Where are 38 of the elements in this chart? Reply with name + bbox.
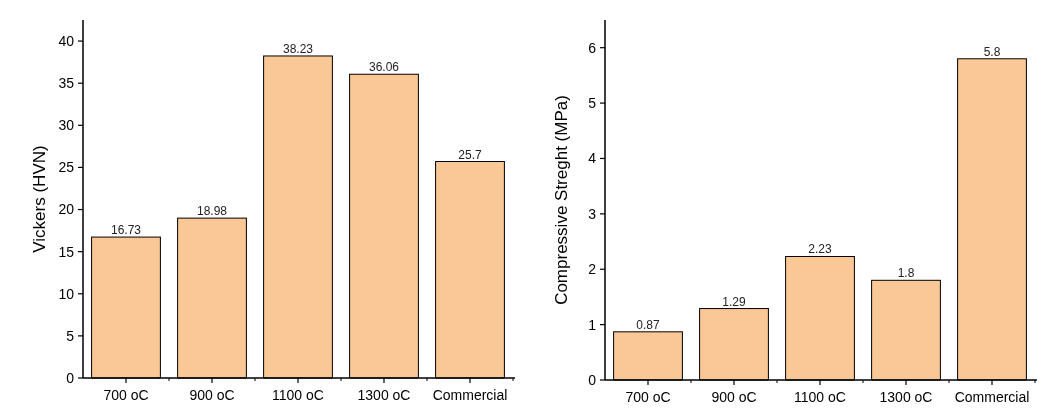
y-tick-label: 4	[588, 150, 597, 167]
y-axis-title: Compressive Streght (MPa)	[552, 95, 571, 305]
x-tick-label: 1300 oC	[357, 387, 411, 403]
data-label: 5.8	[983, 44, 1001, 59]
x-tick-label: Commercial	[432, 387, 508, 403]
data-label: 18.98	[196, 204, 228, 219]
y-tick-label: 30	[58, 117, 75, 134]
y-tick-label: 0	[66, 369, 75, 386]
x-tick-label: 1100 oC	[794, 389, 846, 405]
y-tick-label: 35	[58, 75, 75, 92]
y-tick-label: 10	[58, 285, 75, 302]
y-tick-label: 5	[588, 94, 597, 111]
y-tick-label: 25	[58, 159, 75, 176]
data-label: 2.23	[808, 242, 832, 257]
data-label: 36.06	[368, 60, 400, 75]
x-tick-label: 700 oC	[625, 389, 671, 405]
data-label: 0.87	[636, 317, 660, 332]
y-tick-label: 3	[588, 205, 597, 222]
x-tick-label: Commercial	[954, 389, 1030, 405]
y-tick-label: 40	[58, 32, 75, 49]
x-tick-label: 700 oC	[103, 387, 149, 403]
data-label: 1.8	[897, 266, 915, 281]
data-label: 16.73	[110, 223, 142, 238]
y-tick-label: 5	[66, 327, 75, 344]
y-tick-label: 6	[588, 39, 597, 56]
x-tick-label: 1300 oC	[879, 389, 933, 405]
y-axis-title: Vickers (HVN)	[30, 145, 49, 253]
y-tick-label: 0	[588, 371, 597, 388]
y-tick-label: 15	[58, 243, 75, 260]
data-label: 38.23	[282, 41, 314, 56]
data-label: 25.7	[458, 147, 482, 162]
y-tick-label: 20	[58, 201, 75, 218]
x-tick-label: 1100 oC	[272, 387, 324, 403]
y-tick-label: 2	[588, 261, 597, 278]
y-tick-label: 1	[588, 316, 597, 333]
x-tick-label: 900 oC	[189, 387, 235, 403]
x-tick-label: 900 oC	[711, 389, 757, 405]
data-label: 1.29	[722, 294, 746, 309]
